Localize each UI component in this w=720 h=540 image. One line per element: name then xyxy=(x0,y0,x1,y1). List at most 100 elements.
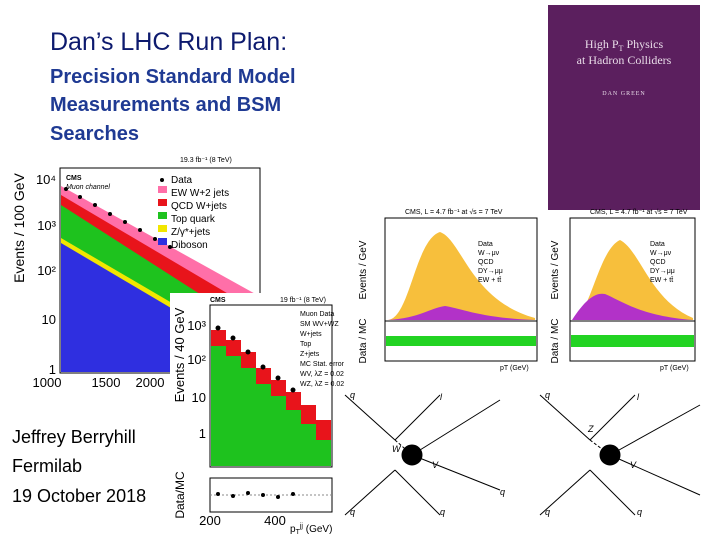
subtitle-line: Searches xyxy=(50,123,139,145)
area-sm xyxy=(211,346,331,466)
legend-label: Data xyxy=(478,241,493,248)
lumi: 19.3 fb⁻¹ (8 TeV) xyxy=(180,157,232,164)
label: V xyxy=(432,460,439,470)
ratio-points xyxy=(216,491,295,499)
y-tick-label: 10 xyxy=(192,390,206,405)
y-axis-label: Events / 100 GeV xyxy=(11,172,27,282)
legend-label: W+jets xyxy=(300,331,322,338)
x-label-sub: T xyxy=(296,529,301,536)
plot4: CMS, L = 4.7 fb⁻¹ at √s = 7 TeV Events /… xyxy=(550,208,696,372)
legend-label: EW + tt̄ xyxy=(650,276,673,284)
book-title: at Hadron Colliders xyxy=(577,53,672,67)
data-points xyxy=(64,187,172,249)
book-title-part: Physics xyxy=(623,37,663,51)
x-tick-label: 1000 xyxy=(33,375,62,390)
legend-label: QCD xyxy=(650,259,666,266)
y-tick-label: 1 xyxy=(199,426,206,441)
book-author: DAN GREEN xyxy=(602,91,646,97)
x-tick-label: 400 xyxy=(264,513,286,528)
author-line: Jeffrey Berryhill xyxy=(12,427,136,447)
diagram1 xyxy=(344,394,501,516)
y-tick-label: 10³ xyxy=(187,318,206,333)
legend-label: DY→μμ xyxy=(650,268,675,275)
book-title: High PT Physics xyxy=(585,37,664,53)
subtitle-line: Precision Standard Model xyxy=(50,66,296,88)
ratio-band xyxy=(571,335,694,347)
header: CMS, L = 4.7 fb⁻¹ at √s = 7 TeV xyxy=(590,208,688,216)
ratio-label: Data/MC xyxy=(173,471,187,519)
y-tick-label: 10² xyxy=(187,352,206,367)
cms: CMS xyxy=(66,175,82,182)
diagram2-labels: q l Z V q q xyxy=(545,390,642,517)
label: V xyxy=(630,460,637,470)
y-tick-label: 10² xyxy=(37,263,56,278)
book-cover xyxy=(548,5,700,210)
legend-label: DY→μμ xyxy=(478,268,503,275)
legend-label: QCD xyxy=(478,259,494,266)
legend-label: W→μν xyxy=(478,250,500,257)
legend-label: Diboson xyxy=(171,240,208,251)
ratio-label: Data / MC xyxy=(358,318,369,363)
legend-label: W→μν xyxy=(650,250,672,257)
diagram1-labels: q l W V q q q xyxy=(350,390,505,517)
book-title-sub: T xyxy=(619,44,624,53)
y-tick-label: 10³ xyxy=(37,218,56,233)
x-label-sup: jj xyxy=(299,523,304,530)
legend-label: QCD W+jets xyxy=(171,201,227,212)
legend-label: EW + tt̄ xyxy=(478,276,501,284)
legend-label: Muon Data xyxy=(300,311,334,318)
legend-label: MC Stat. error xyxy=(300,361,345,368)
y-axis-label: Events / GeV xyxy=(550,240,561,299)
x-axis-label: pTjj (GeV) xyxy=(290,523,332,536)
subtitle-line: Measurements and BSM xyxy=(50,94,282,116)
label: q xyxy=(637,507,642,517)
legend-label: Top quark xyxy=(171,214,216,225)
x-label-part: (GeV) xyxy=(303,524,332,535)
channel: Muon channel xyxy=(66,184,110,191)
y-tick-label: 10 xyxy=(42,312,56,327)
label: Z xyxy=(587,424,594,434)
label: q xyxy=(440,507,445,517)
plot3: CMS, L = 4.7 fb⁻¹ at √s = 7 TeV Events /… xyxy=(358,208,538,372)
cms: CMS xyxy=(210,297,226,304)
lumi: 19 fb⁻¹ (8 TeV) xyxy=(280,297,326,304)
legend-label: Data xyxy=(171,175,193,186)
header: CMS, L = 4.7 fb⁻¹ at √s = 7 TeV xyxy=(405,208,503,216)
ratio-label: Data / MC xyxy=(550,318,561,363)
label: q xyxy=(545,507,550,517)
label: q xyxy=(350,507,355,517)
legend-label: WZ, λZ = 0.02 xyxy=(300,381,344,388)
legend-label: Data xyxy=(650,241,665,248)
book-title-part: High P xyxy=(585,37,619,51)
legend-label: Top xyxy=(300,341,311,348)
data-points xyxy=(215,325,296,393)
label: W xyxy=(392,444,402,454)
slide-title: Dan’s LHC Run Plan: xyxy=(50,28,288,56)
area-w xyxy=(388,232,535,320)
y-tick-label: 10⁴ xyxy=(36,172,56,187)
x-tick-label: 2000 xyxy=(136,375,165,390)
x-axis-label: pT (GeV) xyxy=(660,365,689,372)
legend: Muon Data SM WV+WZ W+jets Top Z+jets MC … xyxy=(300,311,345,388)
legend: Data EW W+2 jets QCD W+jets Top quark Z/… xyxy=(158,175,229,251)
x-axis-label: pT (GeV) xyxy=(500,365,529,372)
legend-label: WV, λZ = 0.02 xyxy=(300,371,344,378)
author-line: Fermilab xyxy=(12,456,83,476)
label: l xyxy=(637,392,640,402)
area-qcd xyxy=(572,293,693,320)
author-line: 19 October 2018 xyxy=(12,486,147,506)
diagram2 xyxy=(539,394,701,516)
x-tick-label: 200 xyxy=(199,513,221,528)
area-qcd xyxy=(388,306,535,320)
label: q xyxy=(350,390,355,400)
legend-label: Z+jets xyxy=(300,351,320,358)
y-tick-label: 1 xyxy=(49,362,56,377)
x-label-part: p xyxy=(290,524,296,535)
legend: Data W→μν QCD DY→μμ EW + tt̄ xyxy=(478,241,503,284)
plot2: CMS 19 fb⁻¹ (8 TeV) Muon Data SM WV+WZ W… xyxy=(170,293,345,536)
y-axis-label: Events / GeV xyxy=(358,240,369,299)
ratio-band xyxy=(386,336,536,346)
legend-label: SM WV+WZ xyxy=(300,321,339,328)
